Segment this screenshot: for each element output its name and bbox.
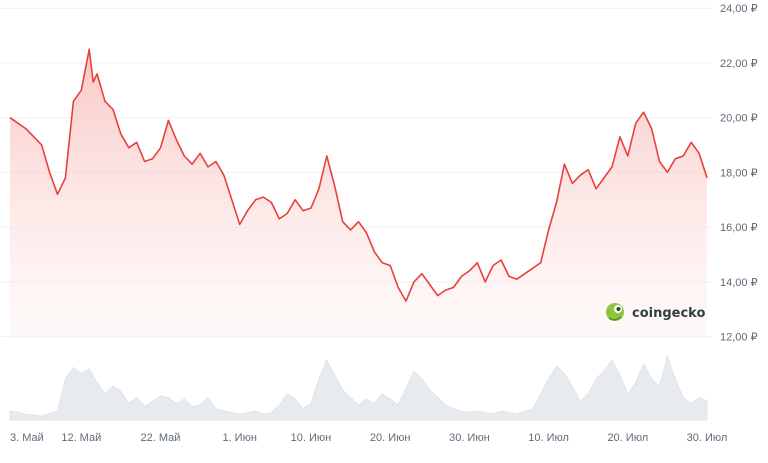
x-tick-label: 30. Июл — [687, 432, 728, 444]
y-axis: 12,00 ₽ 14,00 ₽ 16,00 ₽ 18,00 ₽ 20,00 ₽ 22,00… — [720, 3, 758, 343]
gecko-logo-icon — [606, 303, 624, 321]
y-tick-label: 18,00 ₽ — [720, 167, 758, 179]
price-area-fill — [10, 49, 707, 339]
x-tick-label: 30. Июн — [449, 432, 490, 444]
volume-area-group — [9, 354, 708, 421]
price-line — [9, 48, 708, 302]
y-tick-label: 20,00 ₽ — [720, 113, 758, 125]
x-tick-label: 20. Июн — [370, 432, 411, 444]
x-tick-label: 22. Май — [141, 432, 181, 444]
coingecko-watermark: coingecko — [606, 303, 705, 321]
x-axis: 3. Май 12. Май 22. Май 1. Июн 10. Июн 20. Июн… — [10, 432, 727, 444]
y-tick-label: 12,00 ₽ — [720, 332, 758, 344]
y-tick-label: 24,00 ₽ — [720, 3, 758, 15]
x-tick-label: 20. Июл — [607, 432, 648, 444]
y-tick-label: 14,00 ₽ — [720, 277, 758, 289]
volume-area — [9, 354, 708, 421]
x-tick-label: 1. Июн — [222, 432, 256, 444]
x-tick-label: 3. Май — [10, 432, 44, 444]
x-tick-label: 12. Май — [61, 432, 101, 444]
x-tick-label: 10. Июн — [291, 432, 332, 444]
y-tick-label: 22,00 ₽ — [720, 58, 758, 70]
price-line-group — [9, 48, 708, 302]
y-tick-label: 16,00 ₽ — [720, 222, 758, 234]
watermark-text: coingecko — [632, 306, 705, 321]
price-area-group — [10, 49, 707, 339]
x-tick-label: 10. Июл — [528, 432, 569, 444]
